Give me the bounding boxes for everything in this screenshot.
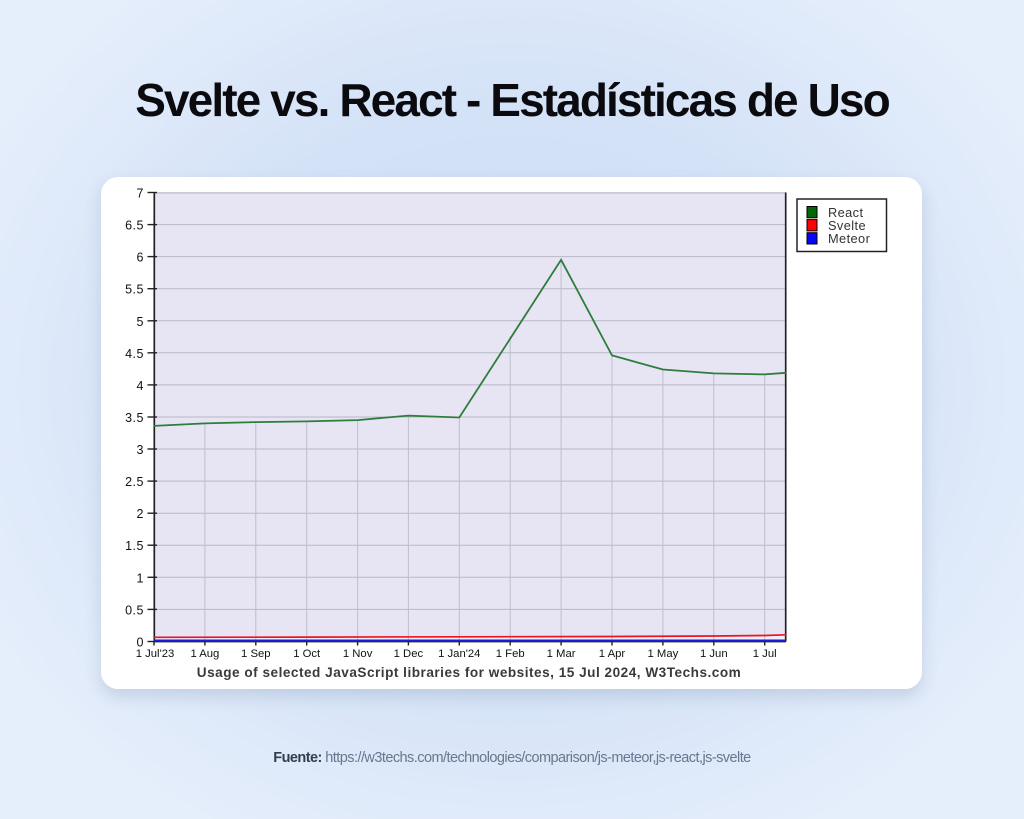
svg-text:1 Mar: 1 Mar [547, 648, 576, 660]
svg-text:1 May: 1 May [648, 648, 679, 660]
svg-text:1 Jul'23: 1 Jul'23 [136, 648, 175, 660]
svg-text:6: 6 [137, 251, 144, 265]
svg-text:1 Aug: 1 Aug [190, 648, 219, 660]
svg-text:1: 1 [137, 571, 144, 585]
svg-text:4.5: 4.5 [125, 347, 144, 361]
svg-text:1 Apr: 1 Apr [599, 648, 626, 660]
svg-text:2.5: 2.5 [125, 475, 144, 489]
svg-text:Meteor: Meteor [828, 231, 871, 246]
svg-text:1 Jul: 1 Jul [753, 648, 777, 660]
svg-text:6.5: 6.5 [125, 219, 144, 233]
svg-text:3.5: 3.5 [125, 411, 144, 425]
svg-text:3: 3 [137, 443, 144, 457]
svg-text:Usage of selected JavaScript l: Usage of selected JavaScript libraries f… [197, 665, 741, 680]
svg-text:1 Nov: 1 Nov [343, 648, 373, 660]
svg-text:1 Oct: 1 Oct [293, 648, 321, 660]
svg-text:5: 5 [137, 315, 144, 329]
svg-text:React: React [828, 205, 863, 220]
svg-text:1.5: 1.5 [125, 539, 144, 553]
svg-text:0.5: 0.5 [125, 603, 144, 617]
svg-text:7: 7 [137, 187, 144, 201]
svg-text:1 Jun: 1 Jun [700, 648, 728, 660]
svg-text:0: 0 [137, 636, 144, 650]
svg-text:1 Jan'24: 1 Jan'24 [438, 648, 480, 660]
svg-text:5.5: 5.5 [125, 283, 144, 297]
svg-text:2: 2 [137, 507, 144, 521]
svg-text:1 Sep: 1 Sep [241, 648, 271, 660]
svg-text:Svelte: Svelte [828, 218, 866, 233]
svg-text:4: 4 [137, 379, 144, 393]
svg-text:1 Dec: 1 Dec [394, 648, 424, 660]
svg-text:1 Feb: 1 Feb [496, 648, 525, 660]
